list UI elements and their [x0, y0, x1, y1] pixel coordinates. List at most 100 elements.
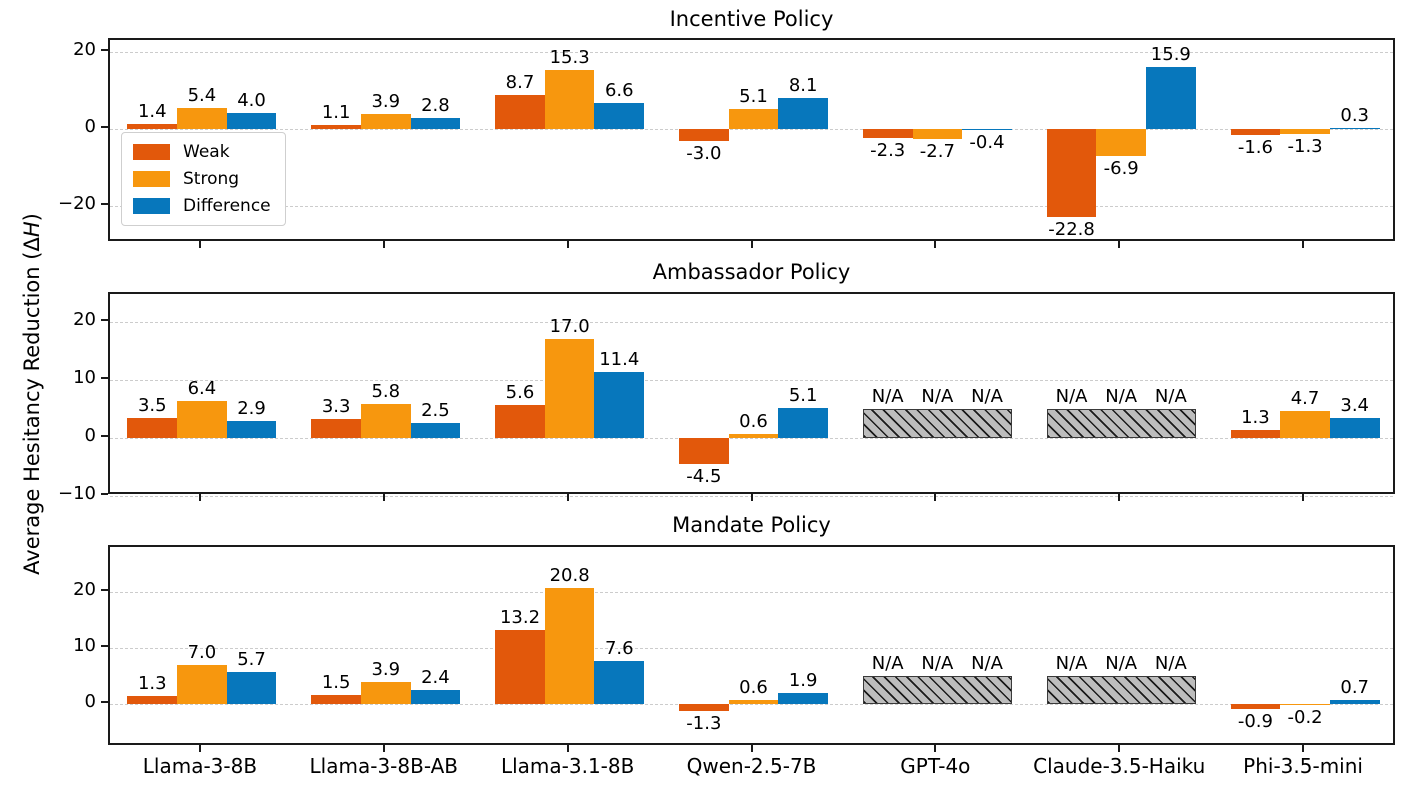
bar-value-label: 13.2	[499, 607, 541, 628]
bar-difference	[594, 103, 645, 129]
y-tick-mark	[101, 644, 108, 647]
x-tick-mark	[1302, 745, 1305, 752]
x-tick-mark	[382, 494, 385, 501]
bar-difference	[226, 671, 277, 704]
x-tick-mark	[566, 745, 569, 752]
bar-value-label: 6.6	[604, 80, 634, 102]
bar-value-label: 2.4	[421, 667, 450, 689]
bar-weak	[127, 696, 178, 704]
y-tick-label: 0	[84, 424, 96, 446]
bar-strong	[544, 339, 595, 438]
plot-area-incentive: 1.4 1.1 8.7 -3.0 -2.3 -22.8 -1.6 5.4 3.9 15.3 5.1 -…	[108, 38, 1395, 241]
bar-value-label: -3.0	[686, 142, 722, 164]
bar-value-label: 5.1	[788, 385, 818, 407]
bar-weak	[127, 123, 178, 129]
bar-value-label: -1.3	[686, 712, 722, 734]
bar-value-label: -2.7	[919, 141, 955, 163]
gridline	[110, 206, 1393, 208]
na-label: N/A	[1055, 652, 1088, 674]
bar-difference	[226, 421, 277, 438]
x-tick-mark	[750, 241, 753, 248]
bar-value-label: 5.1	[739, 86, 768, 108]
x-tick-mark	[750, 494, 753, 501]
x-tick-mark	[382, 241, 385, 248]
bar-strong	[1280, 128, 1330, 134]
x-tick-mark	[1118, 241, 1121, 248]
bar-strong	[177, 108, 227, 129]
na-label: N/A	[971, 652, 1003, 674]
bar-value-label: 5.8	[371, 381, 401, 403]
bar-value-label: -6.9	[1103, 157, 1139, 179]
panel-title-mandate: Mandate Policy	[672, 513, 831, 537]
gridline	[110, 647, 1393, 649]
bar-value-label: 0.7	[1340, 676, 1370, 698]
plot-area-ambassador: 3.5 3.3 5.6 -4.5 1.3 6.4 5.8 17.0 0.6 4.7 2.9 2.5 11…	[108, 292, 1395, 497]
bar-value-label: 1.3	[1241, 407, 1270, 429]
bar-strong	[177, 664, 227, 704]
bar-value-label: 1.1	[321, 101, 351, 123]
bar-difference	[1329, 699, 1380, 704]
bar-value-label: -0.4	[969, 132, 1005, 154]
y-tick-label: 10	[73, 366, 96, 388]
y-axis-label-italic: H	[20, 221, 44, 238]
y-tick-mark	[101, 48, 108, 51]
panel-title-incentive: Incentive Policy	[669, 7, 834, 31]
x-tick-mark	[198, 241, 201, 248]
x-tick-label: Claude-3.5-Haiku	[1033, 754, 1206, 778]
gridline	[110, 379, 1393, 381]
bar-value-label: 5.6	[505, 382, 535, 404]
bar-weak	[1230, 430, 1281, 438]
bar-difference	[410, 423, 461, 438]
bar-weak	[495, 95, 545, 129]
bar-value-label: 1.9	[788, 669, 818, 691]
bar-strong	[728, 109, 779, 129]
x-tick-mark	[198, 745, 201, 752]
bar-value-label: -1.3	[1287, 135, 1323, 157]
bar-weak	[1230, 128, 1281, 136]
bar-strong	[1280, 703, 1330, 705]
x-tick-label: Llama-3.1-8B	[500, 754, 635, 778]
legend-swatch-weak	[133, 144, 170, 160]
bar-value-label: 3.9	[371, 90, 401, 112]
na-label: N/A	[871, 385, 904, 407]
bar-weak	[862, 128, 913, 138]
bar-strong	[360, 404, 411, 438]
bar-value-label: 11.4	[599, 348, 640, 370]
na-hatched-block	[862, 408, 1012, 438]
legend-label-difference: Difference	[183, 196, 271, 216]
bar-value-label: 2.8	[421, 95, 450, 117]
gridline	[110, 703, 1393, 705]
bar-strong	[912, 128, 963, 140]
na-label: N/A	[1154, 652, 1187, 674]
bar-difference	[778, 408, 828, 438]
gridline	[110, 321, 1393, 323]
y-tick-mark	[101, 589, 108, 592]
bar-value-label: 5.7	[237, 648, 266, 670]
y-axis-label: Average Hesitancy Reduction (ΔH)	[20, 204, 44, 584]
na-label: N/A	[1055, 385, 1088, 407]
y-tick-label: 20	[73, 579, 96, 601]
bar-difference	[594, 371, 645, 438]
panel-title-ambassador: Ambassador Policy	[652, 260, 851, 284]
y-tick-mark	[101, 700, 108, 703]
bar-value-label: 1.3	[137, 673, 167, 695]
bar-strong	[1280, 410, 1330, 438]
gridline	[110, 592, 1393, 594]
bar-difference	[594, 661, 645, 704]
y-tick-label: 10	[73, 634, 96, 656]
bar-value-label: -1.6	[1237, 137, 1273, 159]
na-label: N/A	[921, 385, 954, 407]
bar-difference	[778, 692, 828, 704]
bar-weak	[127, 417, 178, 438]
bar-weak	[1046, 128, 1097, 218]
bar-value-label: 6.4	[187, 377, 217, 399]
na-label: N/A	[971, 385, 1003, 407]
y-tick-mark	[101, 318, 108, 321]
y-tick-mark	[101, 434, 108, 437]
bar-value-label: 3.3	[321, 395, 351, 417]
bar-strong	[544, 587, 595, 704]
gridline	[110, 51, 1393, 53]
bar-strong	[728, 700, 779, 704]
bar-value-label: -0.9	[1237, 710, 1273, 732]
bar-value-label: 15.9	[1150, 44, 1191, 66]
